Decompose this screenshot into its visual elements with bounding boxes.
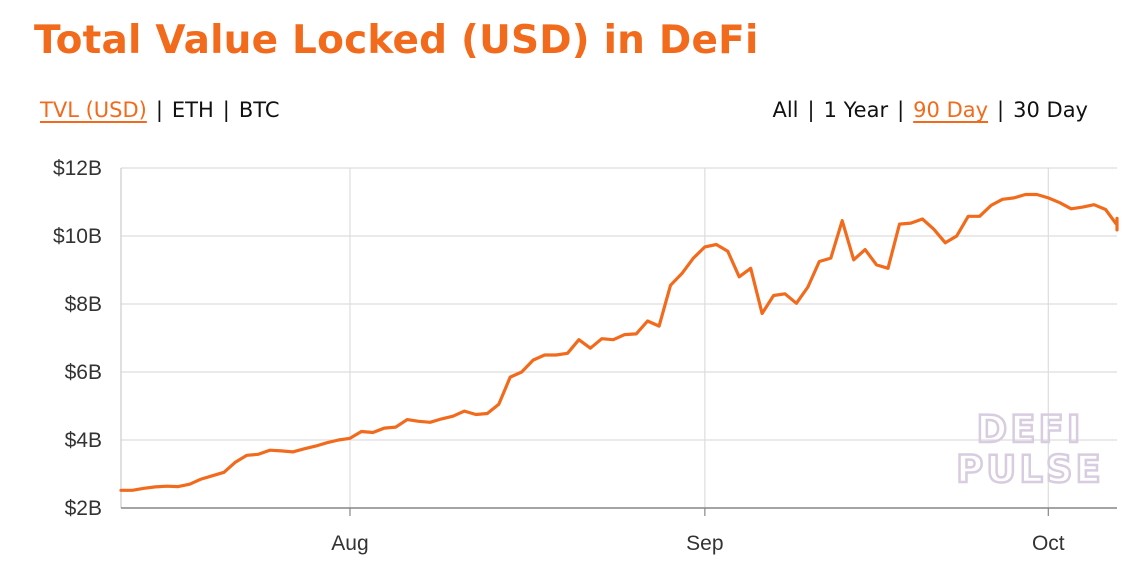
range-separator: |	[997, 98, 1005, 122]
x-tick-label: Oct	[1032, 532, 1065, 555]
metric-option-tvl-usd[interactable]: TVL (USD)	[40, 98, 147, 122]
metric-toggle: TVL (USD) | ETH | BTC	[40, 98, 280, 122]
range-toggle: All | 1 Year | 90 Day | 30 Day	[772, 98, 1088, 122]
y-tick-label: $10B	[53, 225, 102, 248]
chart-title: Total Value Locked (USD) in DeFi	[34, 18, 759, 63]
metric-option-eth[interactable]: ETH	[171, 98, 214, 122]
y-tick-label: $4B	[65, 429, 102, 452]
metric-separator: |	[222, 98, 230, 122]
range-separator: |	[807, 98, 815, 122]
watermark-line-2: PULSE	[956, 448, 1104, 491]
x-tick-label: Aug	[331, 532, 368, 555]
watermark: DEFI PULSE	[955, 407, 1104, 493]
tvl-series-line	[119, 192, 1119, 492]
range-option-all[interactable]: All	[772, 98, 799, 122]
y-tick-label: $6B	[65, 361, 102, 384]
chart-axes: $2B $4B $6B $8B $10B $12B Aug Sep Oct	[53, 157, 1117, 555]
metric-option-btc[interactable]: BTC	[238, 98, 280, 122]
range-option-30-day[interactable]: 30 Day	[1013, 98, 1088, 122]
y-tick-label: $12B	[53, 157, 102, 180]
x-tick-label: Sep	[686, 532, 723, 555]
metric-separator: |	[155, 98, 163, 122]
watermark-line-1: DEFI	[976, 408, 1083, 451]
y-tick-label: $8B	[65, 293, 102, 316]
range-separator: |	[897, 98, 905, 122]
y-tick-label: $2B	[65, 497, 102, 520]
range-option-1-year[interactable]: 1 Year	[823, 98, 889, 122]
chart-series	[119, 192, 1119, 492]
range-option-90-day[interactable]: 90 Day	[913, 98, 989, 122]
